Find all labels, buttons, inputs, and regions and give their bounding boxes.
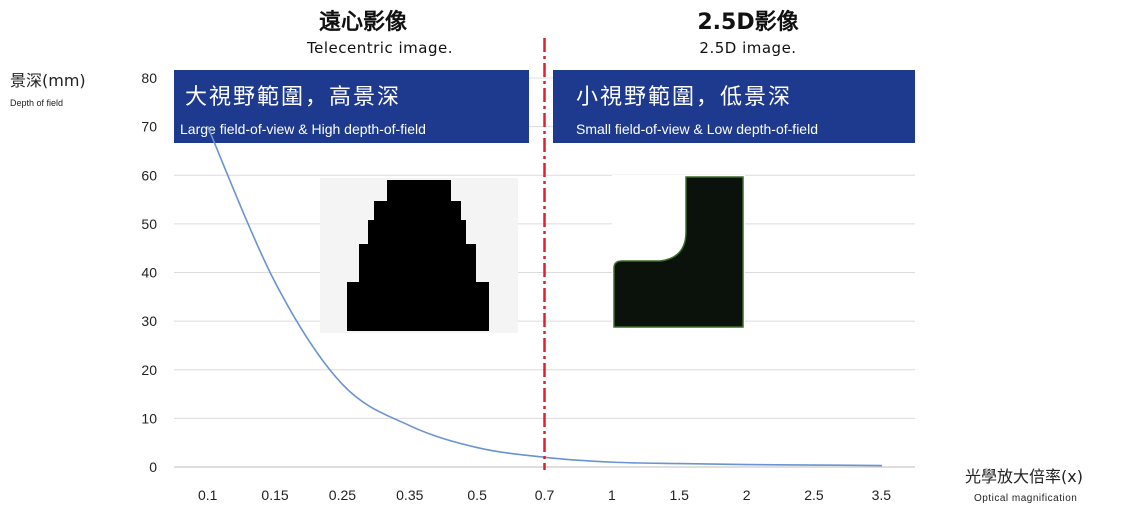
depth-of-field-curve [206, 126, 882, 467]
x-tick-label: 0.7 [535, 487, 555, 503]
data-point-2 [745, 463, 748, 466]
right-header-title: 2.5D影像 [697, 9, 799, 35]
data-point-0.5 [476, 446, 478, 449]
series-layer [206, 125, 883, 467]
right-banner: 小視野範圍，低景深 Small field-of-view & Low dept… [553, 70, 915, 143]
y-tick-label: 40 [141, 265, 157, 281]
y-tick-label: 60 [141, 167, 157, 183]
x-tick-label: 2.5 [804, 487, 824, 503]
telecentric-sample-image [320, 178, 518, 333]
right-banner-main: 小視野範圍，低景深 [576, 85, 792, 110]
x-tick-labels: 0.1 0.15 0.25 0.35 0.5 0.7 1 1.5 2 2.5 3.5 [198, 487, 891, 503]
y-axis-label: 景深(mm) [10, 71, 86, 90]
data-point-1.5 [678, 462, 681, 465]
x-tick-label: 1 [608, 487, 616, 503]
right-banner-bg [553, 70, 915, 143]
right-banner-sub: Small field-of-view & Low depth-of-field [576, 121, 818, 137]
y-tick-label: 50 [141, 216, 157, 232]
x-tick-label: 0.25 [329, 487, 356, 503]
y-tick-label: 10 [141, 410, 157, 426]
data-point-0.25 [341, 383, 344, 386]
data-point-2.5 [813, 464, 815, 466]
2-5d-sample-image [612, 175, 745, 328]
left-banner-bg [174, 70, 529, 143]
left-header-subtitle: Telecentric image. [306, 39, 453, 57]
x-tick-label: 0.5 [467, 487, 487, 503]
data-point-3.5 [880, 464, 883, 467]
left-header-title: 遠心影像 [319, 9, 408, 35]
y-tick-label: 0 [149, 459, 157, 475]
data-point-0.35 [408, 424, 411, 427]
x-axis-sublabel: Optical magnification [974, 493, 1077, 504]
data-point-0.15 [274, 281, 276, 284]
y-tick-label: 80 [141, 70, 157, 86]
right-header-subtitle: 2.5D image. [699, 39, 796, 57]
x-tick-label: 0.1 [198, 487, 218, 503]
x-tick-label: 2 [743, 487, 751, 503]
x-tick-label: 0.35 [396, 487, 423, 503]
x-tick-label: 1.5 [669, 487, 689, 503]
y-tick-label: 30 [141, 313, 157, 329]
y-axis-sublabel: Depth of field [10, 98, 63, 108]
left-banner-main: 大視野範圍，高景深 [185, 85, 401, 110]
x-tick-label: 0.15 [261, 487, 288, 503]
x-tick-label: 3.5 [872, 487, 892, 503]
y-tick-label: 20 [141, 362, 157, 378]
data-point-1 [611, 461, 613, 463]
left-banner-sub: Large field-of-view & High depth-of-fiel… [180, 121, 426, 137]
y-tick-label: 70 [141, 119, 157, 135]
y-tick-labels: 0 10 20 30 40 50 60 70 80 [141, 70, 157, 475]
left-banner: 大視野範圍，高景深 Large field-of-view & High dep… [174, 70, 529, 143]
x-axis-label: 光學放大倍率(x) [965, 467, 1083, 486]
data-point-0.1 [206, 125, 209, 128]
